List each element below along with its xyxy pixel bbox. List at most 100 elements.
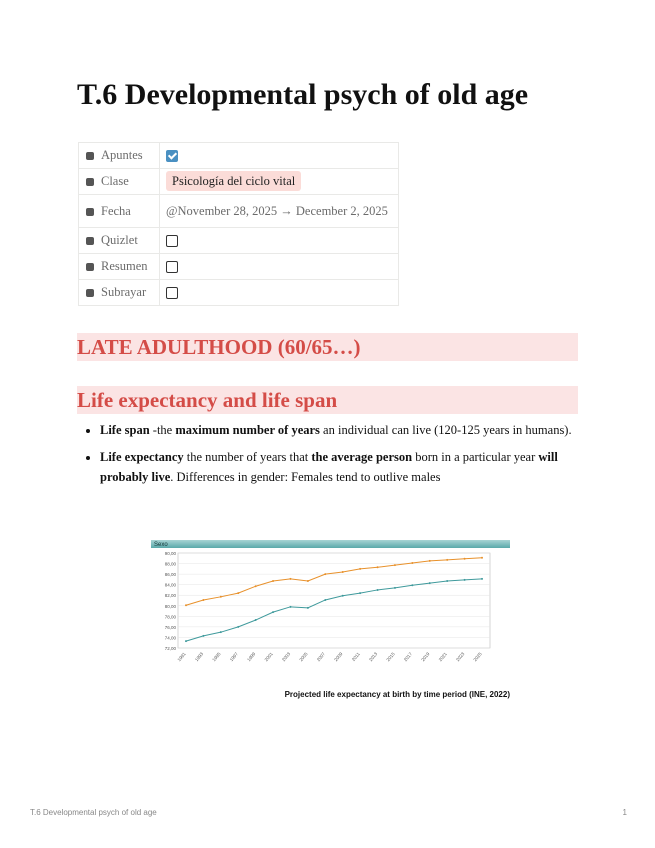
x-tick-label: 1993 — [194, 651, 205, 662]
data-point — [272, 579, 275, 582]
data-point — [219, 595, 222, 598]
properties: Apuntes Clase Psicología del ciclo vital Fe… — [78, 142, 399, 306]
property-value-cell — [159, 227, 399, 254]
data-point — [306, 579, 309, 582]
property-name-cell: Subrayar — [78, 279, 160, 306]
property-icon — [86, 263, 94, 272]
x-tick-label: 2019 — [420, 651, 431, 662]
property-name-cell: Fecha — [78, 194, 160, 228]
bullet-item: Life span -the maximum number of years a… — [100, 420, 595, 440]
text-run: the number of years that — [183, 450, 312, 464]
data-point — [481, 556, 483, 559]
data-point — [428, 559, 431, 562]
property-name-cell: Apuntes — [78, 142, 160, 169]
data-point — [376, 588, 379, 591]
data-point — [446, 579, 449, 582]
bullet-item: Life expectancy the number of years that… — [100, 447, 595, 487]
x-tick-label: 2009 — [333, 651, 344, 662]
chart: Sexo 72,00 74,00 76,00 78,00 80,00 82,00 84,00… — [151, 540, 510, 662]
property-name: Subrayar — [101, 285, 147, 299]
data-point — [411, 562, 414, 565]
data-point — [341, 594, 344, 597]
text-run: born in a particular year — [412, 450, 539, 464]
text-run: -the — [149, 423, 176, 437]
data-point — [237, 592, 240, 595]
text-run: the average person — [311, 450, 413, 464]
y-tick-label: 86,00 — [165, 572, 177, 577]
property-icon — [86, 289, 94, 298]
property-name: Resumen — [101, 259, 148, 273]
data-point — [393, 586, 396, 589]
data-point — [324, 598, 327, 601]
x-tick-label: 2025 — [472, 651, 483, 662]
heading: LATE ADULTHOOD (60/65…) — [77, 333, 578, 361]
property-value-cell: @November 28, 2025 → December 2, 2025 — [159, 194, 399, 228]
data-point — [393, 564, 396, 567]
y-tick-label: 72,00 — [165, 646, 177, 651]
chart-caption: Projected life expectancy at birth by ti… — [284, 690, 510, 699]
plot-area — [177, 552, 491, 649]
y-tick-label: 84,00 — [165, 583, 177, 588]
y-tick-label: 74,00 — [165, 635, 177, 640]
y-tick-label: 82,00 — [165, 593, 177, 598]
property-row: Apuntes — [78, 142, 399, 169]
data-point — [289, 605, 292, 608]
data-point — [411, 584, 414, 587]
chart-header-bar — [151, 540, 510, 548]
checkbox — [166, 150, 178, 163]
text-run: will probably live — [100, 450, 558, 484]
series-line — [185, 578, 483, 642]
property-row: Clase Psicología del ciclo vital — [78, 168, 399, 195]
property-name-cell: Resumen — [78, 253, 160, 280]
data-point — [463, 557, 466, 560]
x-tick-label: 2021 — [438, 651, 449, 662]
x-tick-label: 1997 — [229, 651, 240, 662]
property-name: Clase — [101, 174, 129, 188]
x-tick-label: 2023 — [455, 651, 466, 662]
data-point — [219, 631, 222, 634]
data-point — [481, 577, 483, 580]
property-name: Apuntes — [101, 148, 143, 162]
chart-header: Sexo — [154, 542, 168, 548]
y-tick-label: 78,00 — [165, 614, 177, 619]
property-value-cell: Psicología del ciclo vital — [159, 168, 399, 195]
heading: Life expectancy and life span — [77, 386, 578, 414]
page-title: T.6 Developmental psych of old age — [77, 78, 529, 111]
text-run: Life span — [100, 423, 150, 437]
text-run: . Differences in gender: Females tend to… — [170, 470, 441, 484]
data-point — [237, 625, 240, 628]
data-point — [185, 640, 187, 643]
x-tick-label: 2005 — [298, 651, 309, 662]
data-point — [289, 577, 292, 580]
x-tick-label: 2007 — [316, 651, 327, 662]
data-point — [341, 571, 344, 573]
data-point — [359, 567, 362, 570]
data-point — [428, 582, 431, 585]
property-name: Fecha — [101, 203, 131, 218]
date-range: @November 28, 2025 → December 2, 2025 — [166, 203, 388, 218]
x-tick-label: 2011 — [351, 651, 361, 662]
property-value-cell — [159, 142, 399, 169]
property-name: Quizlet — [101, 233, 138, 247]
data-point — [463, 578, 466, 581]
data-point — [254, 619, 257, 622]
property-row: Subrayar — [78, 279, 399, 306]
y-tick-label: 76,00 — [165, 625, 177, 630]
data-point — [254, 585, 257, 588]
checkbox — [166, 235, 178, 248]
page-number: 1 — [622, 808, 627, 817]
x-tick-label: 2003 — [281, 651, 292, 662]
property-icon — [86, 178, 94, 187]
checkbox — [166, 261, 178, 274]
text-run: maximum number of years — [175, 423, 320, 437]
y-tick-label: 80,00 — [165, 604, 177, 609]
checkbox — [166, 287, 178, 300]
data-point — [359, 592, 362, 595]
tag: Psicología del ciclo vital — [166, 171, 302, 191]
x-tick-label: 2001 — [264, 651, 275, 662]
data-point — [324, 573, 327, 576]
property-row: Fecha @November 28, 2025 → December 2, 20… — [78, 194, 399, 228]
data-point — [446, 558, 449, 561]
series-line — [185, 557, 483, 606]
